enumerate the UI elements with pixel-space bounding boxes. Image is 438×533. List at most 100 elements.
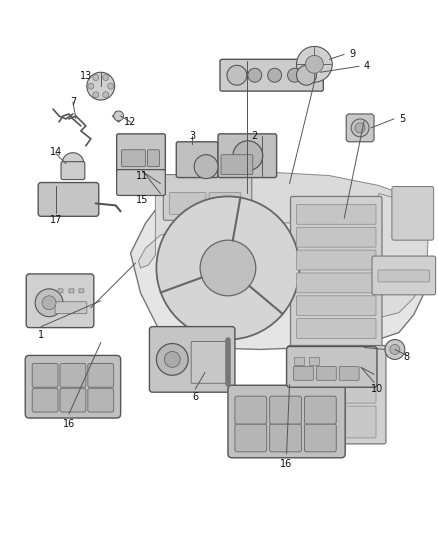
FancyBboxPatch shape <box>235 396 267 424</box>
Text: 16: 16 <box>280 459 293 469</box>
FancyBboxPatch shape <box>372 256 436 295</box>
FancyBboxPatch shape <box>235 424 267 452</box>
Circle shape <box>108 83 114 89</box>
Circle shape <box>227 65 247 85</box>
Circle shape <box>390 344 400 354</box>
FancyBboxPatch shape <box>288 345 386 444</box>
FancyBboxPatch shape <box>32 364 58 387</box>
FancyBboxPatch shape <box>286 346 377 387</box>
Text: 2: 2 <box>252 131 258 141</box>
FancyBboxPatch shape <box>170 192 206 214</box>
Circle shape <box>303 68 316 82</box>
Circle shape <box>297 65 316 85</box>
FancyBboxPatch shape <box>60 364 86 387</box>
Circle shape <box>351 119 369 137</box>
FancyBboxPatch shape <box>55 302 87 314</box>
Circle shape <box>35 289 63 317</box>
FancyBboxPatch shape <box>60 388 86 412</box>
Text: 11: 11 <box>136 171 148 181</box>
FancyBboxPatch shape <box>304 424 336 452</box>
FancyBboxPatch shape <box>148 150 159 167</box>
Text: 15: 15 <box>136 196 148 205</box>
Circle shape <box>200 240 256 296</box>
Circle shape <box>114 111 124 121</box>
FancyBboxPatch shape <box>69 289 74 293</box>
FancyBboxPatch shape <box>294 358 304 365</box>
FancyBboxPatch shape <box>293 366 314 380</box>
Text: 1: 1 <box>38 329 44 340</box>
FancyBboxPatch shape <box>61 161 85 180</box>
FancyBboxPatch shape <box>290 197 382 350</box>
Text: 8: 8 <box>404 352 410 362</box>
Circle shape <box>305 55 323 73</box>
Circle shape <box>194 155 218 179</box>
FancyBboxPatch shape <box>163 175 252 220</box>
Polygon shape <box>339 193 429 318</box>
FancyBboxPatch shape <box>297 227 376 247</box>
Circle shape <box>156 197 300 340</box>
Circle shape <box>88 83 94 89</box>
Circle shape <box>62 153 84 175</box>
Circle shape <box>93 92 99 98</box>
FancyBboxPatch shape <box>25 356 120 418</box>
Circle shape <box>248 68 262 82</box>
Circle shape <box>103 92 109 98</box>
FancyBboxPatch shape <box>316 366 336 380</box>
Circle shape <box>156 343 188 375</box>
Text: 6: 6 <box>192 392 198 402</box>
FancyBboxPatch shape <box>149 327 235 392</box>
Circle shape <box>103 75 109 80</box>
Text: 17: 17 <box>50 215 62 225</box>
FancyBboxPatch shape <box>339 366 359 380</box>
FancyBboxPatch shape <box>209 192 241 214</box>
FancyBboxPatch shape <box>270 424 301 452</box>
FancyBboxPatch shape <box>392 187 434 240</box>
FancyBboxPatch shape <box>297 296 376 316</box>
Circle shape <box>297 46 332 82</box>
Circle shape <box>288 68 301 82</box>
Circle shape <box>268 68 282 82</box>
FancyBboxPatch shape <box>26 274 94 328</box>
Circle shape <box>164 351 180 367</box>
FancyBboxPatch shape <box>58 289 63 293</box>
FancyBboxPatch shape <box>309 358 319 365</box>
Polygon shape <box>131 189 429 350</box>
FancyBboxPatch shape <box>378 270 430 282</box>
FancyBboxPatch shape <box>228 385 345 458</box>
FancyBboxPatch shape <box>221 155 253 175</box>
Text: 5: 5 <box>399 114 405 124</box>
FancyBboxPatch shape <box>176 142 218 177</box>
Text: 7: 7 <box>70 97 76 107</box>
FancyBboxPatch shape <box>297 406 376 438</box>
Circle shape <box>355 123 365 133</box>
Text: 13: 13 <box>80 71 92 81</box>
FancyBboxPatch shape <box>38 182 99 216</box>
FancyBboxPatch shape <box>218 134 277 177</box>
FancyBboxPatch shape <box>304 396 336 424</box>
Circle shape <box>233 141 263 171</box>
Circle shape <box>93 75 99 80</box>
FancyBboxPatch shape <box>88 388 114 412</box>
FancyBboxPatch shape <box>297 250 376 270</box>
Circle shape <box>385 340 405 359</box>
FancyBboxPatch shape <box>297 204 376 224</box>
FancyBboxPatch shape <box>191 342 228 383</box>
Text: 3: 3 <box>189 131 195 141</box>
Text: 12: 12 <box>124 117 137 127</box>
Text: 9: 9 <box>349 50 355 59</box>
Text: 10: 10 <box>371 384 383 394</box>
FancyBboxPatch shape <box>117 169 165 196</box>
Polygon shape <box>138 172 429 268</box>
Circle shape <box>87 72 115 100</box>
Text: 16: 16 <box>63 419 75 429</box>
FancyBboxPatch shape <box>220 59 323 91</box>
Text: 14: 14 <box>50 147 62 157</box>
Circle shape <box>42 296 56 310</box>
FancyBboxPatch shape <box>122 150 145 167</box>
FancyBboxPatch shape <box>297 319 376 338</box>
FancyBboxPatch shape <box>32 388 58 412</box>
Text: 4: 4 <box>364 61 370 71</box>
FancyBboxPatch shape <box>117 134 165 173</box>
FancyBboxPatch shape <box>88 364 114 387</box>
FancyBboxPatch shape <box>346 114 374 142</box>
